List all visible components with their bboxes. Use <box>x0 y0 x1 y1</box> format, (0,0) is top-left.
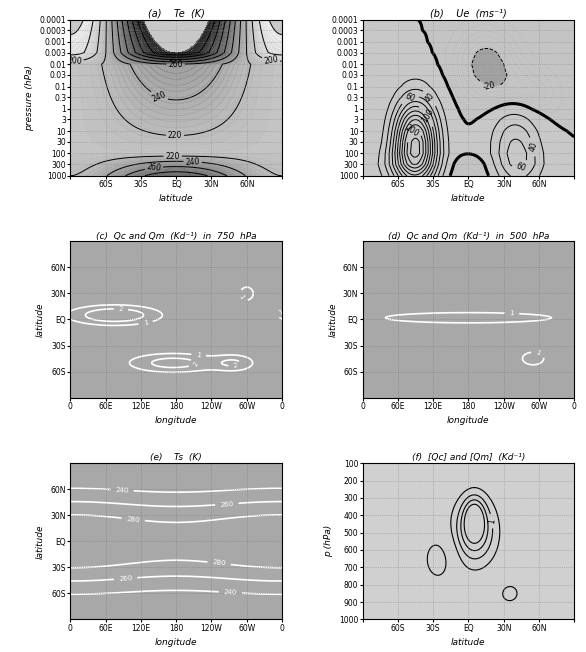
Text: 60: 60 <box>515 162 527 173</box>
Text: 1: 1 <box>143 319 148 326</box>
Text: 260: 260 <box>168 60 183 68</box>
Text: 1: 1 <box>196 352 201 358</box>
Text: 200: 200 <box>404 123 421 139</box>
Text: 240: 240 <box>151 89 168 103</box>
Text: 280: 280 <box>212 559 226 567</box>
Text: 2: 2 <box>118 306 123 312</box>
Title: (a)    Te  (K): (a) Te (K) <box>148 8 205 19</box>
Title: (c)  Qc and Qm  (Kd⁻¹)  in  750  hPa: (c) Qc and Qm (Kd⁻¹) in 750 hPa <box>96 231 257 241</box>
Text: 220: 220 <box>165 151 180 160</box>
Text: 40: 40 <box>424 91 437 104</box>
X-axis label: latitude: latitude <box>451 638 486 647</box>
X-axis label: latitude: latitude <box>159 194 193 203</box>
X-axis label: longitude: longitude <box>447 417 490 425</box>
Title: (b)    Ue  (ms⁻¹): (b) Ue (ms⁻¹) <box>430 8 507 19</box>
X-axis label: latitude: latitude <box>451 194 486 203</box>
Text: 60: 60 <box>403 92 416 104</box>
Y-axis label: p (hPa): p (hPa) <box>325 525 333 557</box>
Y-axis label: latitude: latitude <box>36 303 45 336</box>
Text: 260: 260 <box>119 575 132 582</box>
X-axis label: longitude: longitude <box>155 417 197 425</box>
Text: 220: 220 <box>168 131 182 140</box>
Text: 200: 200 <box>263 55 279 66</box>
Text: 200: 200 <box>67 56 82 66</box>
Text: 240: 240 <box>223 589 237 596</box>
Text: 1: 1 <box>238 293 245 301</box>
Text: 1: 1 <box>487 518 497 524</box>
Text: 280: 280 <box>126 516 140 523</box>
Text: 260: 260 <box>146 162 162 173</box>
Title: (d)  Qc and Qm  (Kd⁻¹)  in  500  hPa: (d) Qc and Qm (Kd⁻¹) in 500 hPa <box>388 231 549 241</box>
Title: (f)  [Qc] and [Qm]  (Kd⁻¹): (f) [Qc] and [Qm] (Kd⁻¹) <box>412 453 525 462</box>
Text: 240: 240 <box>185 157 200 167</box>
Text: 1: 1 <box>277 308 285 316</box>
Y-axis label: latitude: latitude <box>36 524 45 559</box>
Text: 240: 240 <box>115 487 129 494</box>
Text: 1: 1 <box>535 349 541 357</box>
Text: -20: -20 <box>483 80 496 92</box>
Y-axis label: latitude: latitude <box>328 303 338 336</box>
Text: 260: 260 <box>220 501 234 507</box>
Text: 40: 40 <box>527 141 539 153</box>
Y-axis label: pressure (hPa): pressure (hPa) <box>25 65 34 130</box>
Text: 2: 2 <box>233 362 239 369</box>
X-axis label: longitude: longitude <box>155 638 197 647</box>
Text: 100: 100 <box>420 107 435 124</box>
Title: (e)    Ts  (K): (e) Ts (K) <box>151 453 202 462</box>
Text: 1: 1 <box>510 310 515 316</box>
Text: 2: 2 <box>192 361 199 367</box>
